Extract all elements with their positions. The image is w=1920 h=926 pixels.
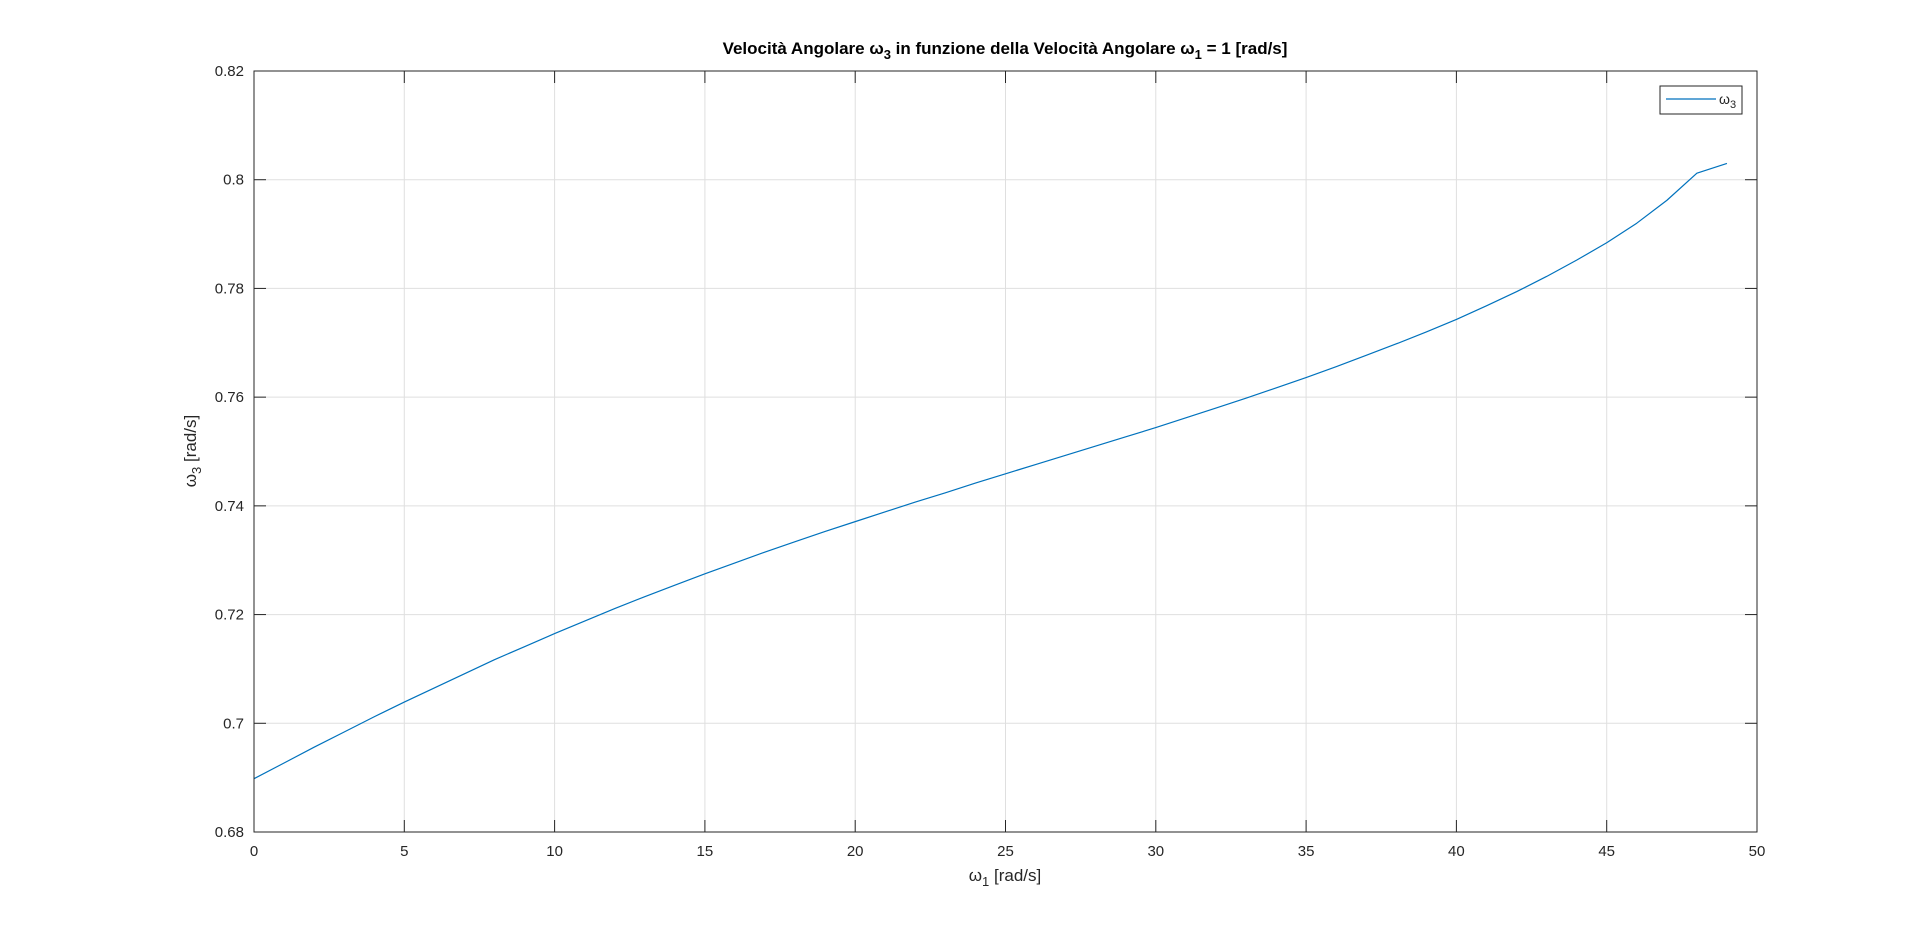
legend-label: ω3 (1719, 91, 1736, 111)
x-axis-label: ω1 [rad/s] (969, 866, 1041, 889)
x-tick-labels: 0 5 10 15 20 25 30 35 40 45 50 (250, 843, 1766, 860)
x-tick-label: 30 (1147, 843, 1164, 860)
x-tick-label: 0 (250, 843, 258, 860)
y-tick-label: 0.76 (215, 389, 244, 406)
x-tick-label: 45 (1598, 843, 1615, 860)
x-tick-label: 40 (1448, 843, 1465, 860)
legend-box (1659, 85, 1743, 115)
y-axis-label: ω3 [rad/s] (181, 415, 204, 487)
y-tick-label: 0.68 (215, 824, 244, 841)
x-tick-label: 25 (997, 843, 1014, 860)
series-layer (253, 162, 1728, 780)
y-tick-label: 0.82 (215, 63, 244, 80)
y-tick-labels: 0.68 0.7 0.72 0.74 0.76 0.78 0.8 0.82 (215, 63, 244, 841)
tick-marks (253, 70, 1758, 833)
y-tick-label: 0.72 (215, 607, 244, 624)
grid-lines (254, 71, 1757, 832)
x-tick-label: 50 (1749, 843, 1766, 860)
y-tick-label: 0.74 (215, 498, 244, 515)
x-tick-label: 5 (400, 843, 408, 860)
series-line-omega3 (253, 162, 1728, 780)
x-tick-label: 15 (697, 843, 714, 860)
chart-title: Velocità Angolare ω3 in funzione della V… (723, 39, 1288, 62)
x-tick-label: 20 (847, 843, 864, 860)
y-tick-label: 0.8 (223, 172, 244, 189)
x-tick-label: 10 (546, 843, 563, 860)
y-tick-label: 0.7 (223, 715, 244, 732)
legend: ω3 (1659, 85, 1743, 115)
x-tick-label: 35 (1298, 843, 1315, 860)
y-tick-label: 0.78 (215, 280, 244, 297)
